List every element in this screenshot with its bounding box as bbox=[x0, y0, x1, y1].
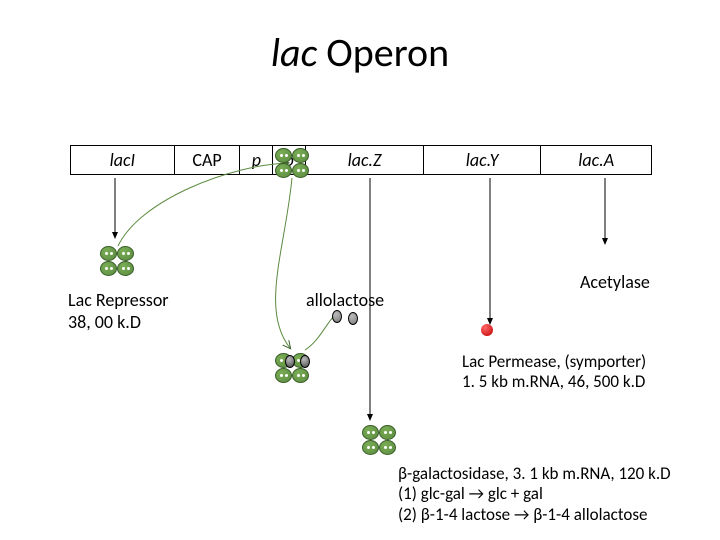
label-bgal-l1: β-galactosidase, 3. 1 kb m.RNA, 120 k.D bbox=[398, 464, 671, 484]
label-bgal-l3: (2) β-1-4 lactose → β-1-4 allolactose bbox=[398, 505, 671, 525]
ligand bbox=[285, 355, 295, 368]
label-repressor-l1: Lac Repressor bbox=[68, 290, 169, 312]
tetramer-subunit bbox=[292, 148, 309, 163]
label-repressor: Lac Repressor 38, 00 k.D bbox=[68, 290, 169, 333]
red-dot bbox=[481, 324, 493, 336]
curve-o-to-down bbox=[276, 178, 292, 348]
label-permease-l2: 1. 5 kb m.RNA, 46, 500 k.D bbox=[462, 372, 646, 392]
tetramer-subunit bbox=[275, 368, 292, 383]
tetramer-subunit bbox=[117, 246, 134, 261]
gene-bar: lacICAPpolac.Zlac.Ylac.A bbox=[70, 145, 652, 175]
gene-seg-p: p bbox=[240, 146, 273, 174]
tetramer-subunit bbox=[362, 425, 379, 440]
label-acetylase: Acetylase bbox=[580, 272, 650, 294]
tetramer-subunit bbox=[275, 148, 292, 163]
tetramer-subunit bbox=[117, 261, 134, 276]
label-allolactose: allolactose bbox=[306, 290, 384, 312]
label-bgal: β-galactosidase, 3. 1 kb m.RNA, 120 k.D … bbox=[398, 464, 671, 525]
title-italic: lac bbox=[271, 28, 317, 77]
gene-seg-lacA: lac.A bbox=[541, 146, 651, 174]
curve-to-allo bbox=[305, 315, 335, 350]
gene-seg-lacY: lac.Y bbox=[424, 146, 542, 174]
label-permease-l1: Lac Permease, (symporter) bbox=[462, 352, 646, 372]
tetramer-subunit bbox=[292, 163, 309, 178]
tetramer-subunit bbox=[379, 440, 396, 455]
ligand bbox=[348, 312, 358, 325]
tetramer bbox=[275, 148, 309, 178]
tetramer-subunit bbox=[362, 440, 379, 455]
page-title: lac Operon bbox=[0, 28, 720, 77]
tetramer-subunit bbox=[100, 246, 117, 261]
label-repressor-l2: 38, 00 k.D bbox=[68, 312, 169, 334]
curve-repressor-to-o bbox=[118, 163, 288, 246]
tetramer-subunit bbox=[100, 261, 117, 276]
label-bgal-l2: (1) glc-gal → glc + gal bbox=[398, 484, 671, 504]
ligand bbox=[300, 355, 310, 368]
gene-seg-lacZ: lac.Z bbox=[306, 146, 424, 174]
ligand bbox=[332, 310, 342, 323]
tetramer-subunit bbox=[275, 163, 292, 178]
tetramer bbox=[362, 425, 396, 455]
tetramer-subunit bbox=[379, 425, 396, 440]
gene-seg-CAP: CAP bbox=[175, 146, 241, 174]
tetramer bbox=[100, 246, 134, 276]
title-rest: Operon bbox=[317, 28, 449, 77]
tetramer-subunit bbox=[292, 368, 309, 383]
gene-seg-lacI: lacI bbox=[71, 146, 175, 174]
label-permease: Lac Permease, (symporter) 1. 5 kb m.RNA,… bbox=[462, 352, 646, 393]
